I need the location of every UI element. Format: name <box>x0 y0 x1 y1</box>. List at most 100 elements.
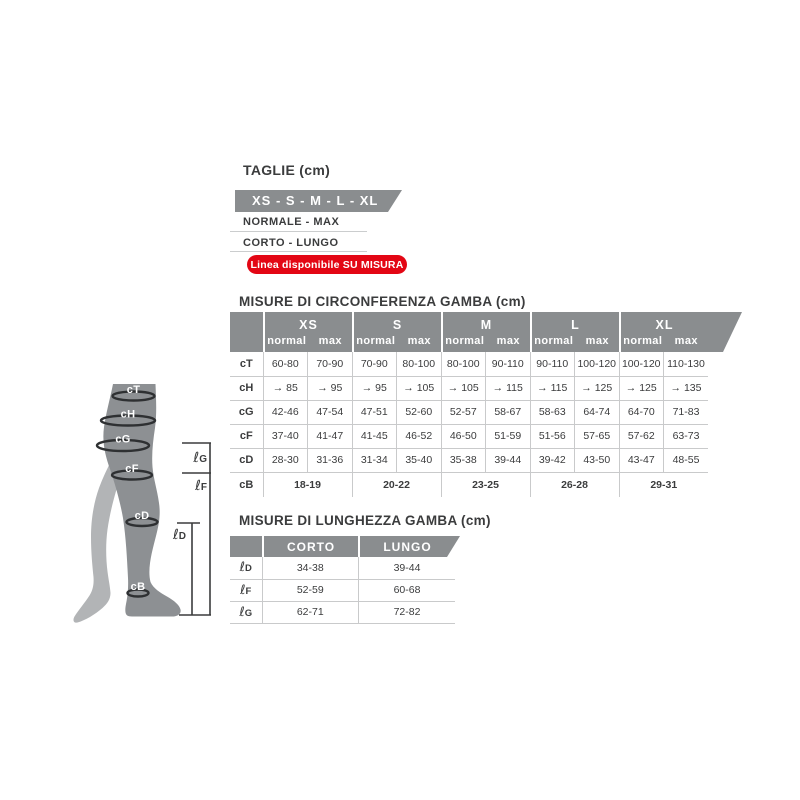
band-label-ch: cH <box>121 409 136 421</box>
subheader-row: normal max <box>532 332 619 352</box>
subcol-normal: normal <box>623 335 663 347</box>
row-label: cG <box>230 399 263 424</box>
length-cell-corto: 52-59 <box>261 578 359 601</box>
measure-cell: 48-55 <box>663 447 708 472</box>
header-label-spacer <box>230 536 262 557</box>
measure-row-cH: cH → 85 → 95 → 95 → 105 → 105 → 115 → 115 → 125 →… <box>230 375 708 400</box>
measure-cell: 71-83 <box>663 399 708 424</box>
subcol-max: max <box>585 335 609 347</box>
measure-cell: 100-120 <box>574 352 619 376</box>
measure-cell: 58-67 <box>485 399 530 424</box>
column-lungo: LUNGO <box>358 536 455 557</box>
option-normale-max: NORMALE - MAX <box>243 216 340 228</box>
length-row-D: ℓD 34-38 39-44 <box>230 557 455 579</box>
size-group-xs: XS normal max <box>263 312 352 352</box>
size-label: M <box>480 318 493 332</box>
band-cb <box>126 588 150 598</box>
measure-cell: 100-120 <box>618 352 664 376</box>
length-cell-lungo: 72-82 <box>358 600 455 623</box>
divider-line <box>230 231 367 232</box>
measure-cell: 39-42 <box>529 447 575 472</box>
measure-row-cF: cF 37-40 41-47 41-45 46-52 46-50 51-59 51-56 57-… <box>230 423 708 448</box>
subcol-max: max <box>318 335 342 347</box>
measure-cell: 57-62 <box>618 423 664 448</box>
measure-cell: → 125 <box>618 375 664 400</box>
length-table: ℓD 34-38 39-44 ℓF 52-59 60-68 ℓG 62-71 72-82 <box>230 557 455 624</box>
row-label: cB <box>230 471 263 497</box>
divider-line <box>230 251 367 252</box>
length-row-F: ℓF 52-59 60-68 <box>230 578 455 601</box>
header-label-spacer <box>230 312 263 352</box>
length-title: MISURE DI LUNGHEZZA GAMBA (cm) <box>239 513 491 528</box>
band-cf <box>110 469 154 481</box>
subcol-max: max <box>496 335 520 347</box>
row-label: ℓF <box>230 578 262 601</box>
band-label-cb: cB <box>131 581 146 593</box>
measure-cell: 47-54 <box>307 399 352 424</box>
measure-cell: 70-90 <box>351 352 397 376</box>
measure-cell: 46-52 <box>396 423 441 448</box>
subcol-normal: normal <box>356 335 396 347</box>
measure-cell: → 115 <box>529 375 575 400</box>
band-ct <box>111 390 156 402</box>
measure-cell: 70-90 <box>307 352 352 376</box>
band-label-cg: cG <box>115 434 130 446</box>
row-label: cF <box>230 423 263 448</box>
leg-diagram: cT cH cG cF cD cB ℓG ℓF ℓD <box>73 384 211 623</box>
measure-row-cT: cT 60-80 70-90 70-90 80-100 80-100 90-110 90-11… <box>230 352 708 376</box>
measure-cell: 42-46 <box>262 399 308 424</box>
size-label: L <box>571 318 580 332</box>
measure-cell: 47-51 <box>351 399 397 424</box>
measure-cell: 52-60 <box>396 399 441 424</box>
length-cell-lungo: 39-44 <box>358 557 455 579</box>
length-label-f: ℓF <box>194 478 207 494</box>
measure-cell: → 135 <box>663 375 708 400</box>
measure-cell: 35-40 <box>396 447 441 472</box>
measure-cell: 43-50 <box>574 447 619 472</box>
taglie-title: TAGLIE (cm) <box>243 162 331 178</box>
row-label: cD <box>230 447 263 472</box>
length-cell-corto: 62-71 <box>261 600 359 623</box>
custom-line-banner: Linea disponibile SU MISURA <box>247 255 407 274</box>
circumference-table: cT 60-80 70-90 70-90 80-100 80-100 90-110 90-11… <box>230 352 708 497</box>
front-leg-silhouette <box>103 384 181 617</box>
subheader-row: normal max <box>354 332 441 352</box>
length-header: CORTO LUNGO <box>230 536 460 557</box>
measure-cell: 57-65 <box>574 423 619 448</box>
band-cg <box>95 438 151 453</box>
measure-cell: 90-110 <box>485 352 530 376</box>
measure-cell: → 105 <box>396 375 441 400</box>
band-label-cf: cF <box>125 463 138 475</box>
measure-cell: 26-28 <box>529 471 619 497</box>
subcol-normal: normal <box>534 335 574 347</box>
measure-cell: 58-63 <box>529 399 575 424</box>
row-label: cT <box>239 357 253 370</box>
band-label-ct: cT <box>127 384 140 396</box>
measure-cell: 46-50 <box>440 423 486 448</box>
length-row-G: ℓG 62-71 72-82 <box>230 600 455 623</box>
measure-cell: 64-70 <box>618 399 664 424</box>
measure-cell: 80-100 <box>396 352 441 376</box>
measure-cell: 18-19 <box>262 471 352 497</box>
measure-cell: 51-56 <box>529 423 575 448</box>
option-corto-lungo: CORTO - LUNGO <box>243 237 339 249</box>
subheader-row: normal max <box>443 332 530 352</box>
sizes-banner-label: XS - S - M - L - XL <box>252 193 379 208</box>
length-label-d: ℓD <box>172 527 186 543</box>
circumference-title: MISURE DI CIRCONFERENZA GAMBA (cm) <box>239 294 526 309</box>
measure-row-cG: cG 42-46 47-54 47-51 52-60 52-57 58-67 58-63 64-… <box>230 399 708 424</box>
band-cd <box>125 516 159 528</box>
measure-row-cD: cD 28-30 31-36 31-34 35-40 35-38 39-44 39-42 43-… <box>230 447 708 472</box>
measure-cell: 37-40 <box>262 423 308 448</box>
measure-cell: 20-22 <box>351 471 441 497</box>
measure-cell: 64-74 <box>574 399 619 424</box>
size-label: XL <box>655 318 674 332</box>
custom-line-label: Linea disponibile SU MISURA <box>250 258 404 271</box>
measure-cell: 39-44 <box>485 447 530 472</box>
measure-cell: 90-110 <box>529 352 575 376</box>
length-measure-lines <box>177 442 211 616</box>
